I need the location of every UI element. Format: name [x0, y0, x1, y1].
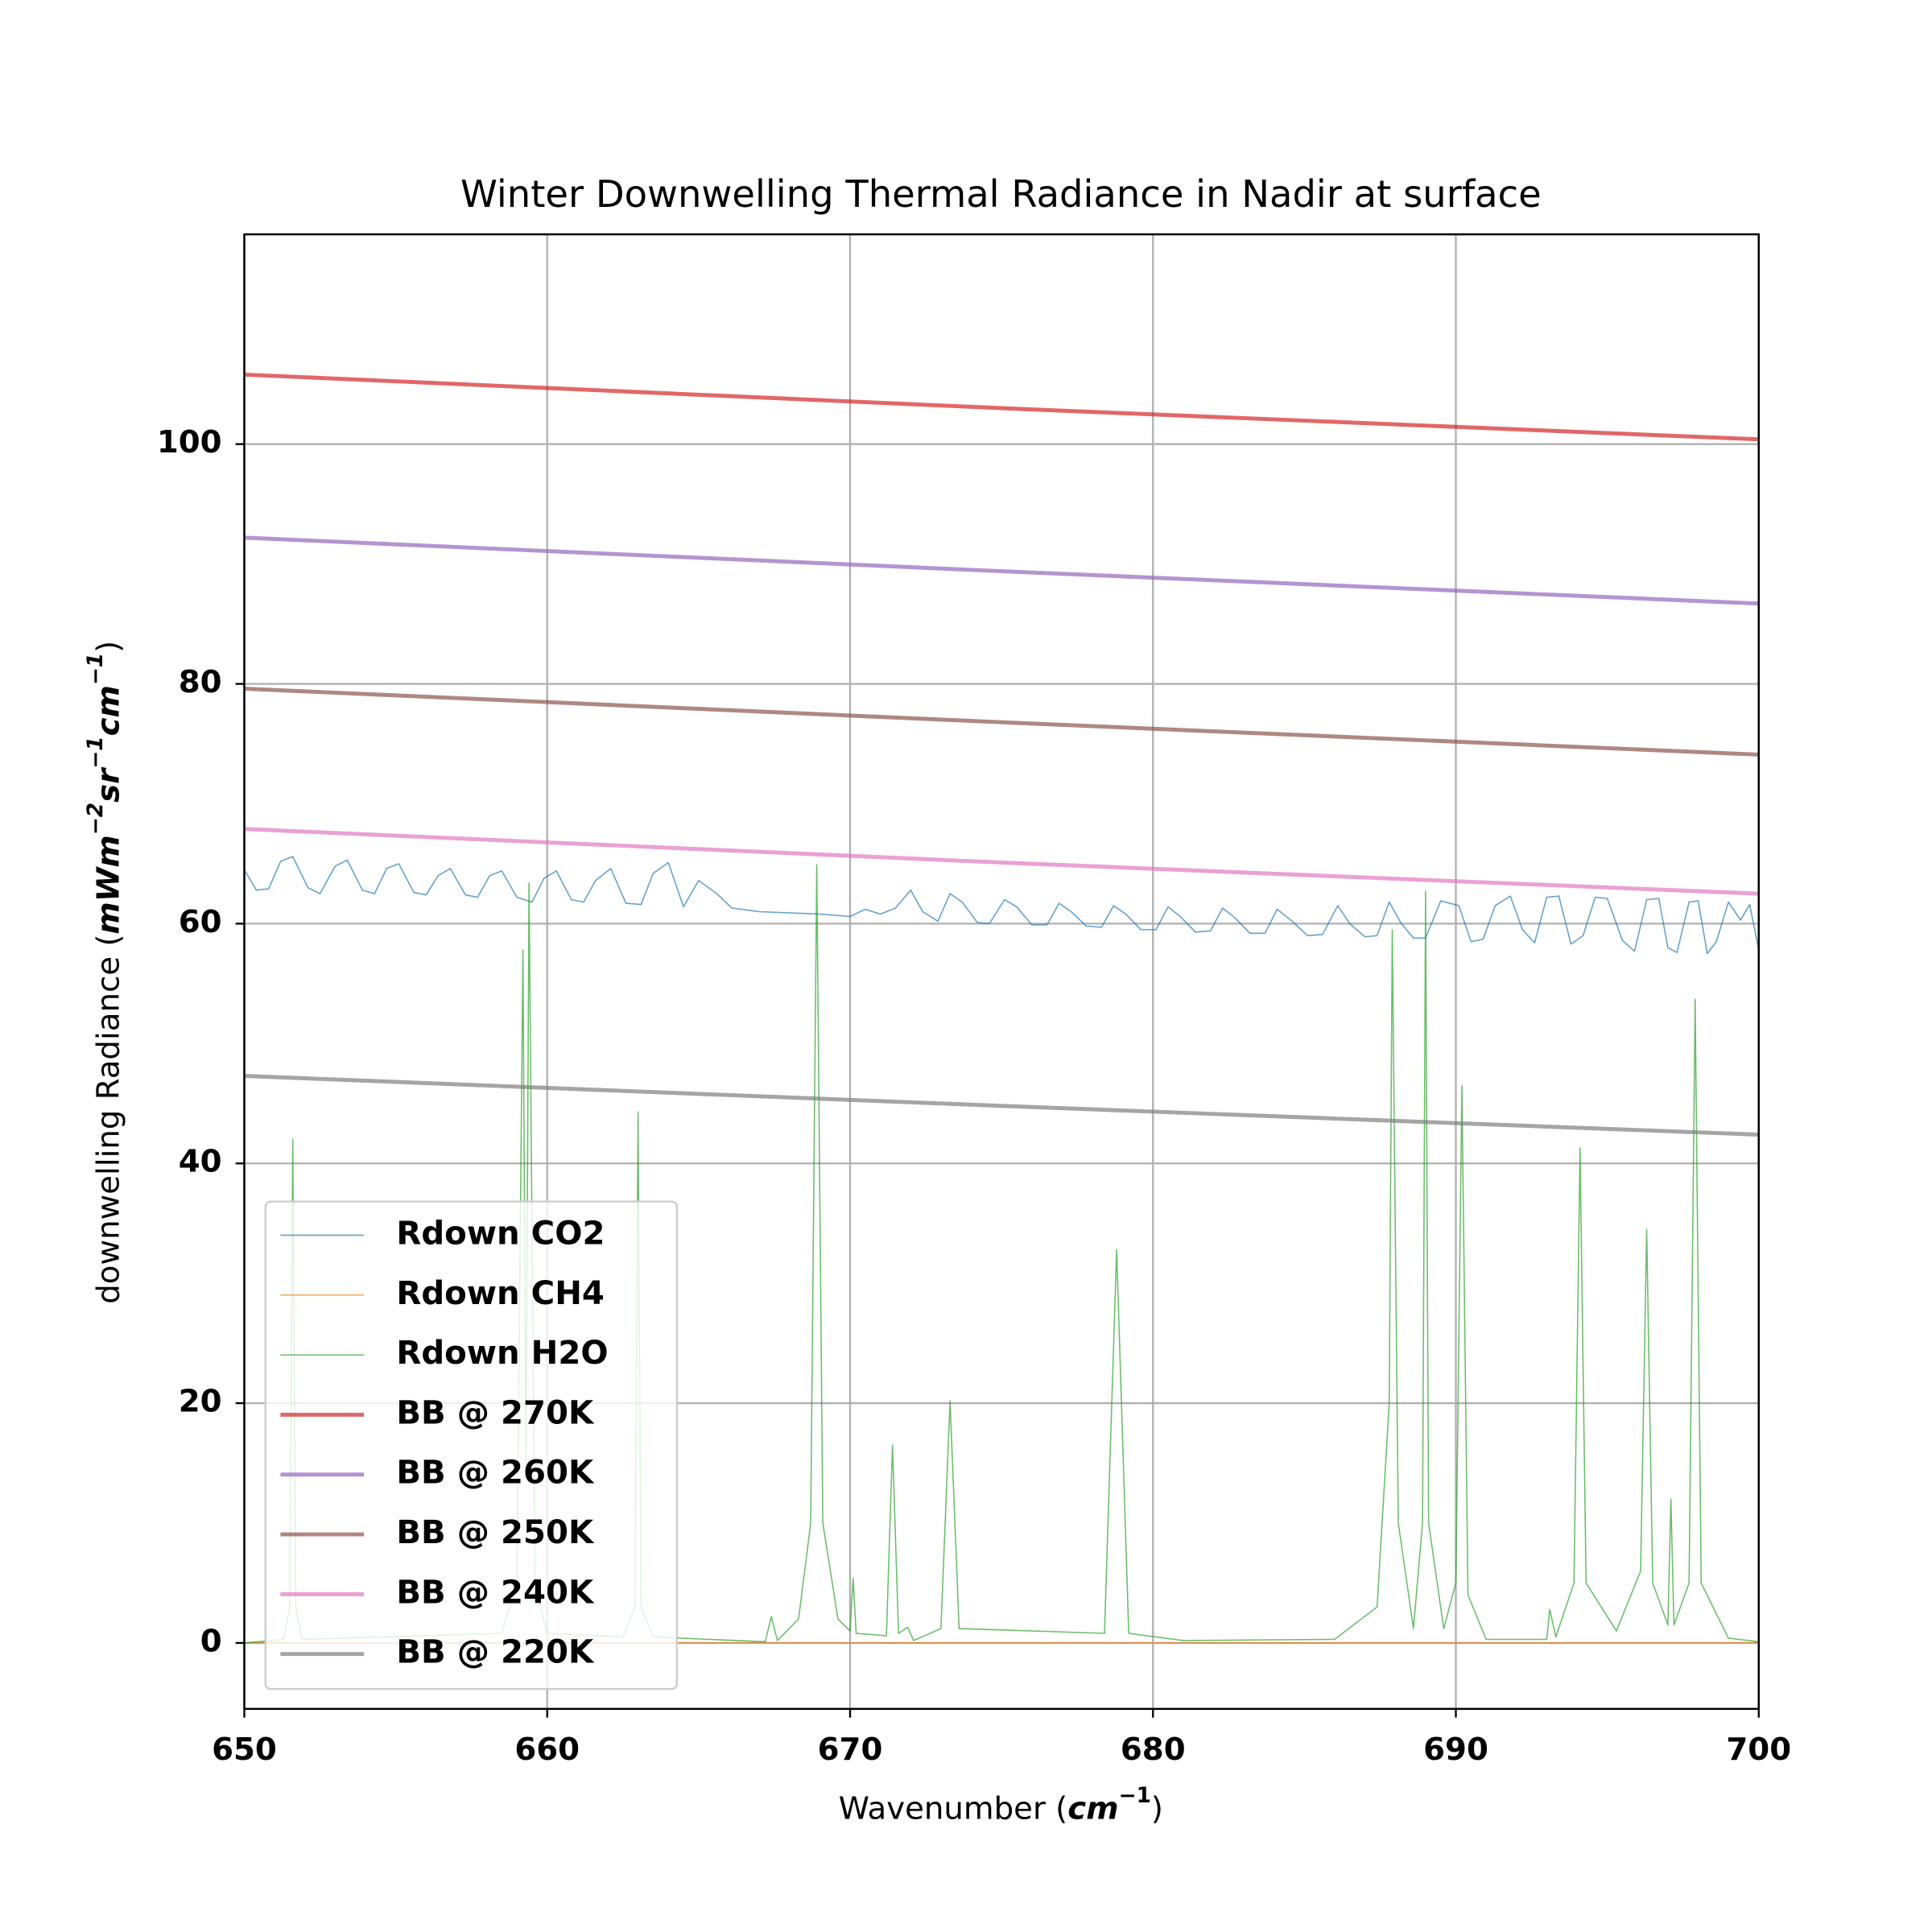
series-line: [244, 687, 1759, 757]
x-label-unit: cm: [1067, 1790, 1118, 1827]
x-tick-label: 660: [514, 1732, 580, 1768]
legend-label: Rdown H2O: [396, 1335, 608, 1372]
y-tick-label: 80: [179, 664, 222, 700]
x-label-exp: −1: [1119, 1784, 1151, 1808]
x-label-text: ): [1151, 1790, 1163, 1827]
y-label-exp: −1: [84, 653, 108, 685]
y-label-unit: mWm: [90, 835, 126, 934]
series-line: [244, 856, 1759, 955]
series-line: [244, 535, 1759, 606]
x-tick-label: 650: [212, 1732, 277, 1768]
legend-label: BB @ 220K: [396, 1634, 595, 1671]
x-axis-label: Wavenumber (cm−1): [839, 1784, 1163, 1827]
ticks: 650 660 670 680 690 700 0 20 40 60 80 100: [157, 424, 1791, 1768]
legend-label: Rdown CH4: [396, 1275, 605, 1312]
y-label-exp: −1: [84, 736, 108, 768]
plot-area: [244, 372, 1759, 1644]
x-tick-label: 690: [1423, 1732, 1488, 1768]
y-label-exp: −2: [84, 803, 108, 835]
y-tick-label: 100: [157, 424, 222, 460]
legend-box: [264, 1200, 678, 1690]
legend-label: Rdown CO2: [396, 1215, 605, 1252]
y-label-text: downwelling Radiance (: [90, 935, 126, 1304]
y-tick-label: 0: [200, 1623, 222, 1659]
legend-label: BB @ 250K: [396, 1514, 595, 1551]
y-label-unit: sr: [90, 766, 126, 803]
x-tick-label: 700: [1726, 1732, 1791, 1768]
series-line: [244, 827, 1759, 896]
legend-label: BB @ 270K: [396, 1394, 595, 1431]
series-line: [244, 372, 1759, 442]
x-tick-label: 680: [1121, 1732, 1186, 1768]
x-label-text: Wavenumber (: [839, 1790, 1068, 1827]
y-tick-label: 20: [179, 1384, 222, 1420]
y-tick-label: 40: [179, 1144, 222, 1180]
y-label-unit: cm: [90, 685, 126, 736]
axes-frame: [243, 233, 1761, 1711]
y-label-text: ): [90, 641, 126, 653]
legend-label: BB @ 260K: [396, 1455, 595, 1492]
legend: Rdown CO2 Rdown CH4 Rdown H2O BB @ 270K BB @…: [264, 1200, 678, 1690]
x-tick-label: 670: [818, 1732, 883, 1768]
chart-title: Winter Downwelling Thermal Radiance in N…: [460, 172, 1542, 216]
y-axis-label: downwelling Radiance (mWm−2sr−1cm−1): [84, 641, 126, 1304]
y-tick-label: 60: [179, 904, 222, 940]
series-line: [244, 1074, 1759, 1137]
legend-label: BB @ 240K: [396, 1574, 595, 1611]
